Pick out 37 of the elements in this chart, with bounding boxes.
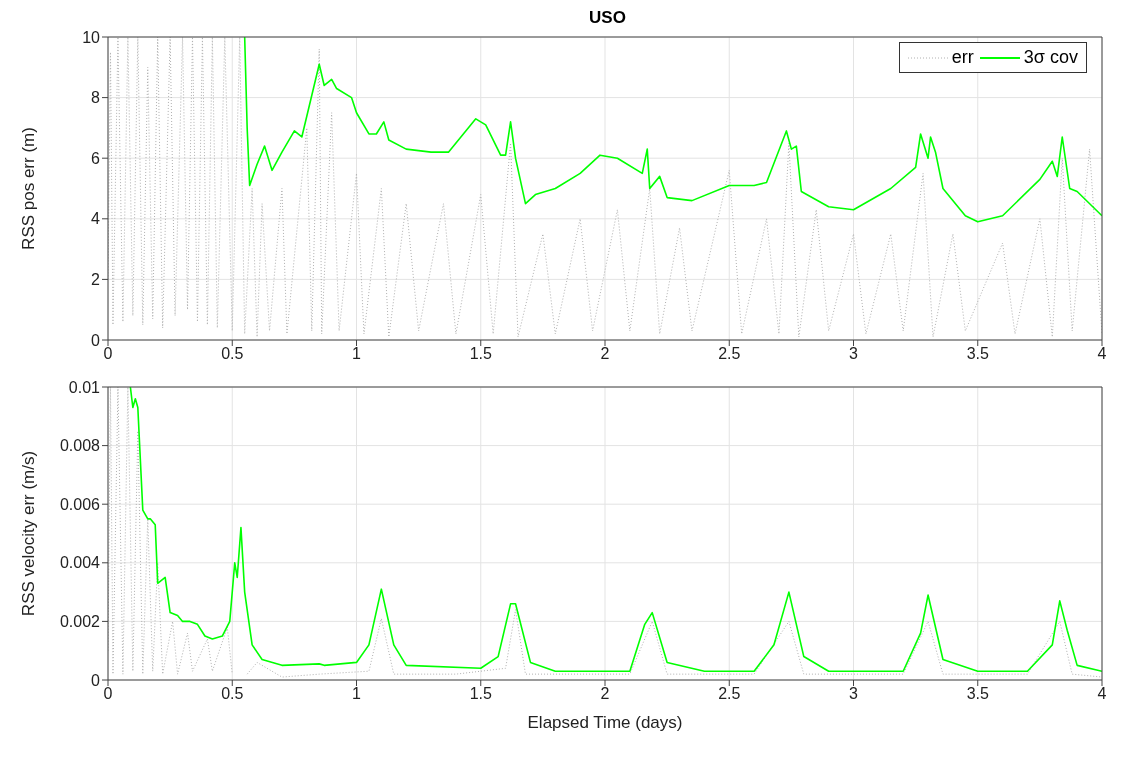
x-tick-label: 0.5 — [221, 685, 244, 703]
y-tick-label: 0.008 — [59, 437, 101, 455]
chart-title: USO — [588, 8, 627, 28]
x-axis-title: Elapsed Time (days) — [527, 713, 683, 732]
y-tick-label: 0 — [91, 331, 101, 349]
x-tick-label: 1 — [352, 685, 362, 703]
y-tick-label: 2 — [91, 271, 101, 289]
x-tick-label: 0 — [103, 345, 113, 363]
x-tick-label: 1.5 — [469, 685, 492, 703]
legend-label: err — [951, 47, 974, 68]
line-series — [243, 37, 1102, 223]
x-tick-label: 3.5 — [966, 345, 989, 363]
x-tick-label: 4 — [1097, 345, 1107, 363]
y-tick-label: 0.004 — [59, 554, 101, 572]
x-tick-label: 0 — [103, 685, 113, 703]
y-tick-label: 8 — [91, 89, 101, 107]
y-axis-title: RSS pos err (m) — [19, 127, 39, 250]
y-tick-label: 6 — [91, 149, 101, 167]
x-tick-label: 2 — [600, 345, 610, 363]
y-tick-label: 10 — [82, 28, 101, 46]
y-tick-label: 0.01 — [68, 378, 101, 396]
x-tick-label: 4 — [1097, 685, 1107, 703]
x-tick-label: 0.5 — [221, 345, 244, 363]
x-tick-label: 1.5 — [469, 345, 492, 363]
y-axis-title: RSS velocity err (m/s) — [19, 450, 39, 617]
x-tick-label: 2 — [600, 685, 610, 703]
x-tick-label: 2.5 — [718, 345, 741, 363]
x-tick-label: 2.5 — [718, 685, 741, 703]
legend-label: 3σ cov — [1023, 47, 1078, 68]
y-tick-label: 0.006 — [59, 495, 101, 513]
y-tick-label: 4 — [91, 210, 101, 228]
y-tick-label: 0.002 — [59, 613, 101, 631]
x-tick-label: 1 — [352, 345, 362, 363]
x-tick-label: 3 — [849, 345, 859, 363]
x-tick-label: 3 — [849, 685, 859, 703]
x-tick-label: 3.5 — [966, 685, 989, 703]
y-tick-label: 0 — [91, 671, 101, 689]
